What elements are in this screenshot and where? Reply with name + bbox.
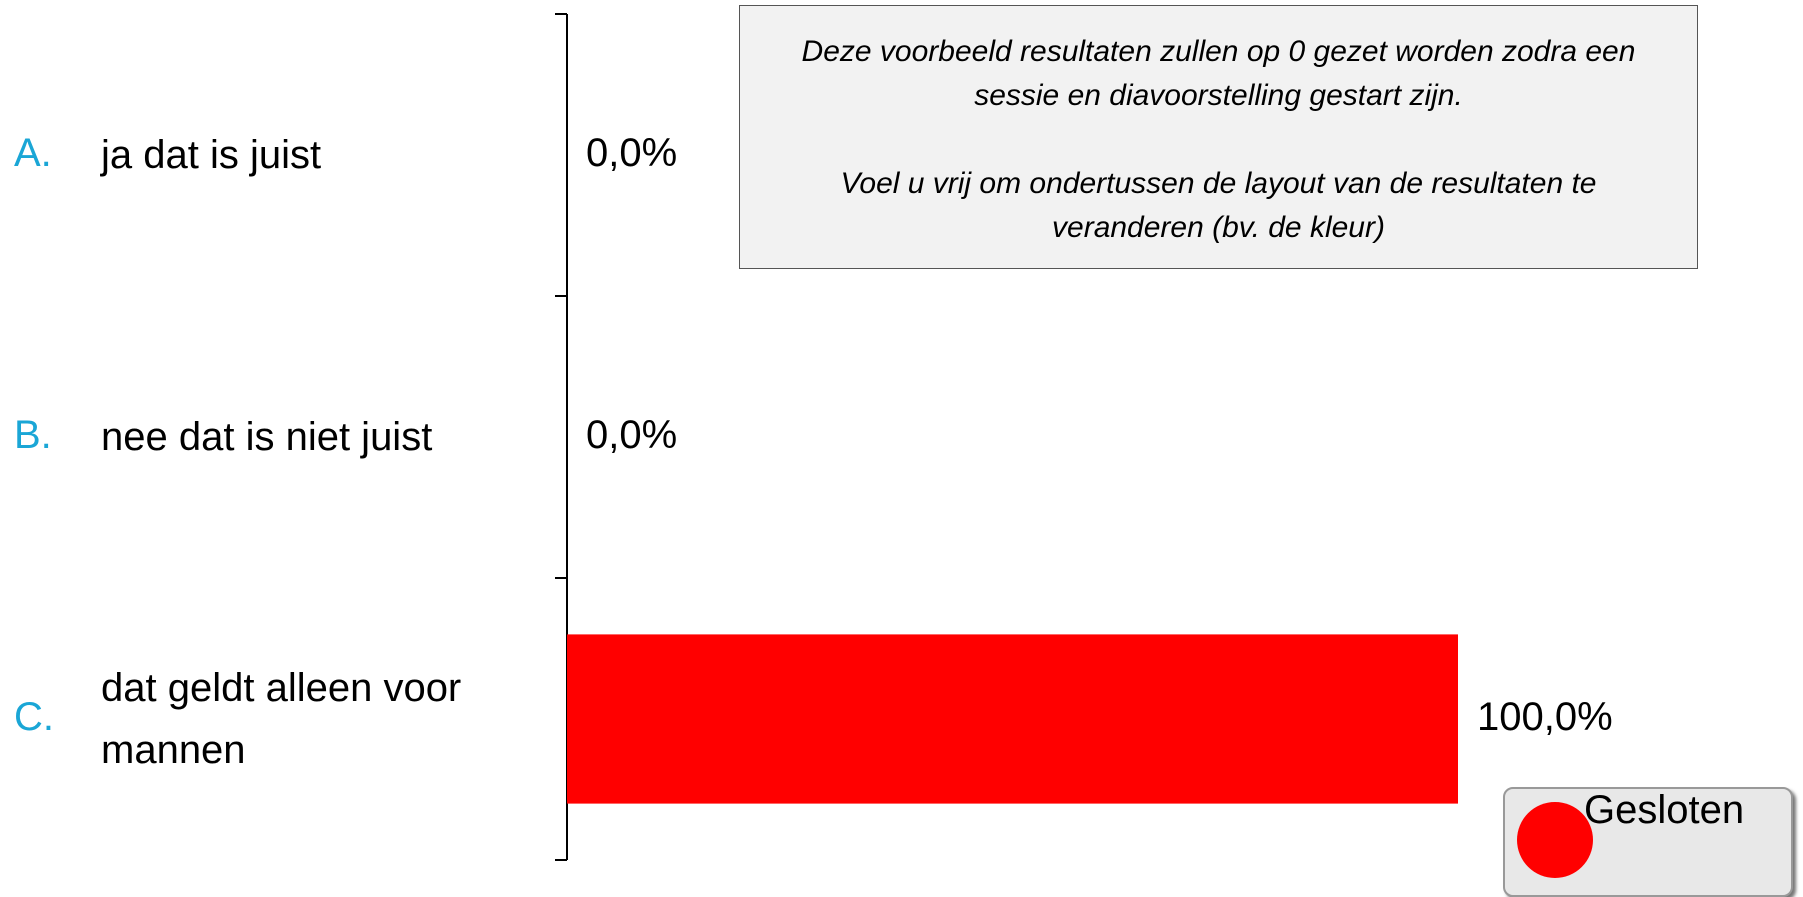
category-label: dat geldt alleen voor mannen <box>101 666 462 772</box>
notice-text: Voel u vrij om ondertussen de layout van… <box>840 167 1597 244</box>
category-label: nee dat is niet juist <box>101 415 433 459</box>
category-letter: A. <box>14 131 52 175</box>
value-label: 100,0% <box>1477 695 1613 739</box>
bar <box>567 634 1458 804</box>
category-letter: B. <box>14 413 52 457</box>
notice-text: Deze voorbeeld resultaten zullen op 0 ge… <box>801 35 1636 112</box>
value-label: 0,0% <box>586 131 678 175</box>
value-label: 0,0% <box>586 413 678 457</box>
category-label: ja dat is juist <box>101 133 322 177</box>
category-letter: C. <box>14 695 54 739</box>
notice-box: Deze voorbeeld resultaten zullen op 0 ge… <box>739 5 1698 269</box>
status-text[interactable]: Gesloten <box>1584 788 1745 832</box>
status-dot <box>1517 802 1593 878</box>
